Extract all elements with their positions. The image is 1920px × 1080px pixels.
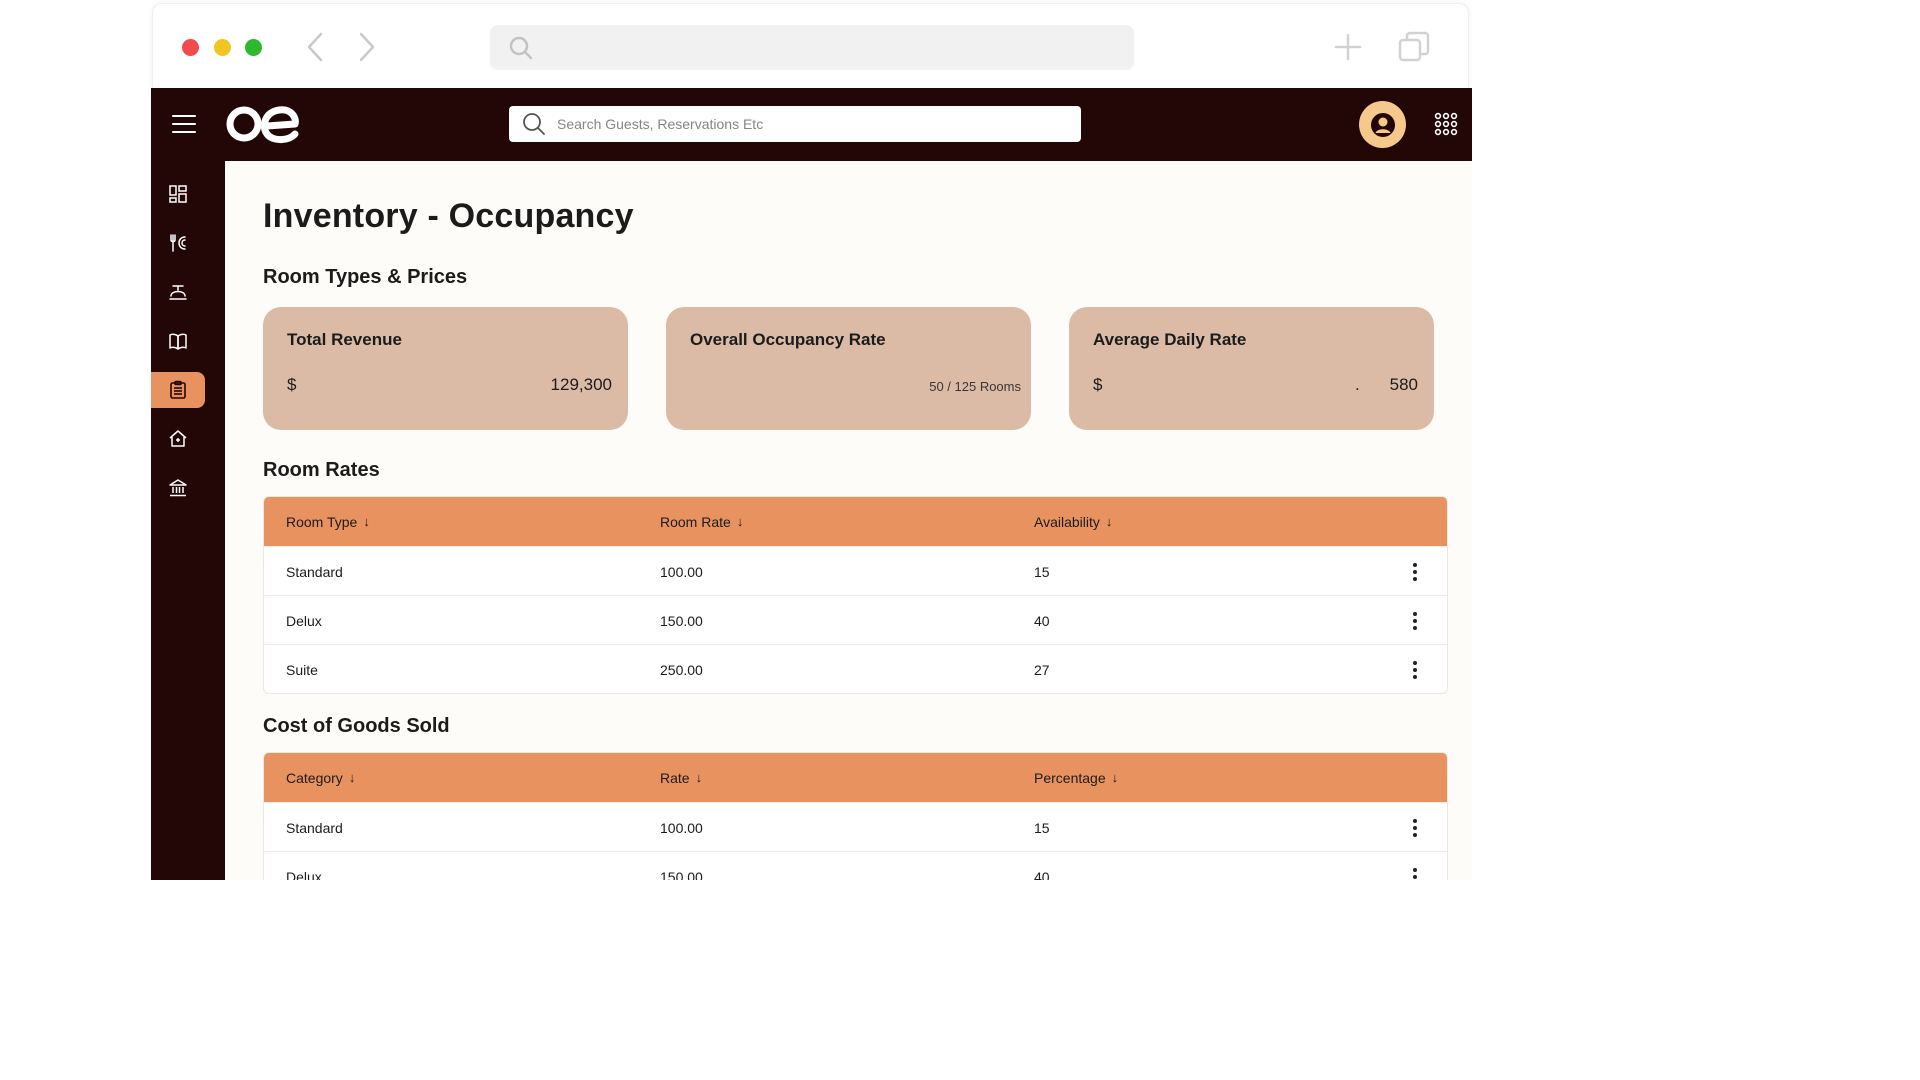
column-header-availability[interactable]: Availability ↓	[1034, 513, 1113, 530]
home-icon	[169, 430, 187, 447]
tabs-icon[interactable]	[1397, 30, 1431, 64]
sidebar-item-home[interactable]	[151, 421, 205, 457]
cell-percentage: 15	[1034, 819, 1050, 836]
search-input[interactable]	[557, 106, 1067, 142]
table-header: Room Type ↓ Room Rate ↓ Availability ↓	[264, 497, 1447, 546]
sidebar-item-book[interactable]	[151, 323, 205, 359]
chevron-right-icon[interactable]	[355, 30, 379, 64]
maximize-window-button[interactable]	[245, 39, 262, 56]
sidebar-item-bank[interactable]	[151, 470, 205, 506]
card-currency: $	[1093, 375, 1103, 394]
section-title-room-types: Room Types & Prices	[263, 266, 468, 288]
cell-availability: 27	[1034, 661, 1050, 678]
chevron-left-icon[interactable]	[303, 30, 327, 64]
column-header-percentage[interactable]: Percentage ↓	[1034, 769, 1119, 786]
minimize-window-button[interactable]	[214, 39, 231, 56]
column-header-room-rate[interactable]: Room Rate ↓	[660, 513, 744, 530]
cell-availability: 40	[1034, 612, 1050, 629]
card-title: Average Daily Rate	[1093, 330, 1247, 349]
sidebar-item-inventory[interactable]	[151, 372, 205, 408]
card-title: Total Revenue	[287, 330, 402, 349]
oe-logo[interactable]: oe	[225, 104, 301, 144]
cell-availability: 15	[1034, 563, 1050, 580]
sort-arrow-icon: ↓	[1105, 514, 1113, 529]
apps-grid-icon[interactable]	[1434, 112, 1458, 136]
search-icon	[509, 36, 533, 60]
menu-icon[interactable]	[171, 112, 197, 136]
dashboard-icon	[169, 185, 187, 203]
more-options-icon[interactable]	[1407, 612, 1423, 630]
cell-rate: 100.00	[660, 819, 703, 836]
browser-toolbar	[152, 3, 1469, 88]
cell-room-type: Standard	[286, 563, 343, 580]
table-row[interactable]: Delux 150.00 40	[264, 595, 1447, 644]
more-options-icon[interactable]	[1407, 563, 1423, 581]
card-value: 580	[1389, 375, 1418, 394]
cell-rate: 150.00	[660, 868, 703, 881]
card-decimal-point: .	[1355, 375, 1360, 394]
global-search[interactable]	[509, 106, 1081, 142]
sidebar-item-dashboard[interactable]	[151, 176, 205, 212]
app-header: oe	[151, 88, 1472, 161]
sort-arrow-icon: ↓	[363, 514, 370, 529]
sort-arrow-icon: ↓	[736, 514, 744, 529]
cell-room-rate: 150.00	[660, 612, 703, 629]
sort-arrow-icon: ↓	[348, 770, 356, 785]
card-rooms-count: 50 / 125 Rooms	[929, 379, 1021, 394]
clipboard-icon	[170, 380, 186, 399]
user-icon	[1370, 112, 1395, 137]
cell-category: Delux	[286, 868, 322, 881]
search-icon	[523, 113, 545, 135]
cell-room-type: Delux	[286, 612, 322, 629]
room-service-icon	[169, 285, 187, 300]
cell-room-type: Suite	[286, 661, 318, 678]
table-row[interactable]: Standard 100.00 15	[264, 546, 1447, 595]
sort-arrow-icon: ↓	[1111, 770, 1119, 785]
more-options-icon[interactable]	[1407, 868, 1423, 880]
main-content: Inventory - Occupancy Room Types & Price…	[225, 161, 1472, 880]
table-row[interactable]: Standard 100.00 15	[264, 802, 1447, 851]
room-rates-table: Room Type ↓ Room Rate ↓ Availability ↓ Stan…	[263, 496, 1448, 694]
sidebar-item-restaurant[interactable]	[151, 225, 205, 261]
column-header-rate[interactable]: Rate ↓	[660, 769, 703, 786]
avatar[interactable]	[1359, 101, 1406, 148]
cell-percentage: 40	[1034, 868, 1050, 881]
table-row[interactable]: Delux 150.00 40	[264, 851, 1447, 880]
occupancy-rate-card: Overall Occupancy Rate 50 / 125 Rooms	[666, 307, 1031, 430]
average-daily-rate-card: Average Daily Rate $ . 580	[1069, 307, 1434, 430]
section-title-cogs: Cost of Goods Sold	[263, 715, 450, 737]
cell-category: Standard	[286, 819, 343, 836]
plus-icon[interactable]	[1333, 32, 1363, 62]
cell-room-rate: 250.00	[660, 661, 703, 678]
card-currency: $	[287, 375, 297, 394]
card-title: Overall Occupancy Rate	[690, 330, 886, 349]
column-header-category[interactable]: Category ↓	[286, 769, 356, 786]
sort-arrow-icon: ↓	[695, 770, 703, 785]
total-revenue-card: Total Revenue $ 129,300	[263, 307, 628, 430]
bank-icon	[169, 479, 187, 497]
close-window-button[interactable]	[182, 39, 199, 56]
cogs-table: Category ↓ Rate ↓ Percentage ↓ Standard 100…	[263, 752, 1448, 880]
table-header: Category ↓ Rate ↓ Percentage ↓	[264, 753, 1447, 802]
page-title: Inventory - Occupancy	[263, 197, 634, 235]
sidebar-item-room-service[interactable]	[151, 274, 205, 310]
more-options-icon[interactable]	[1407, 661, 1423, 679]
table-row[interactable]: Suite 250.00 27	[264, 644, 1447, 693]
column-header-room-type[interactable]: Room Type ↓	[286, 513, 370, 530]
address-bar[interactable]	[490, 25, 1134, 70]
restaurant-icon	[170, 234, 186, 252]
card-value: 129,300	[550, 375, 612, 394]
more-options-icon[interactable]	[1407, 819, 1423, 837]
section-title-room-rates: Room Rates	[263, 459, 380, 481]
cell-room-rate: 100.00	[660, 563, 703, 580]
sidebar	[151, 161, 225, 880]
book-icon	[169, 333, 187, 350]
